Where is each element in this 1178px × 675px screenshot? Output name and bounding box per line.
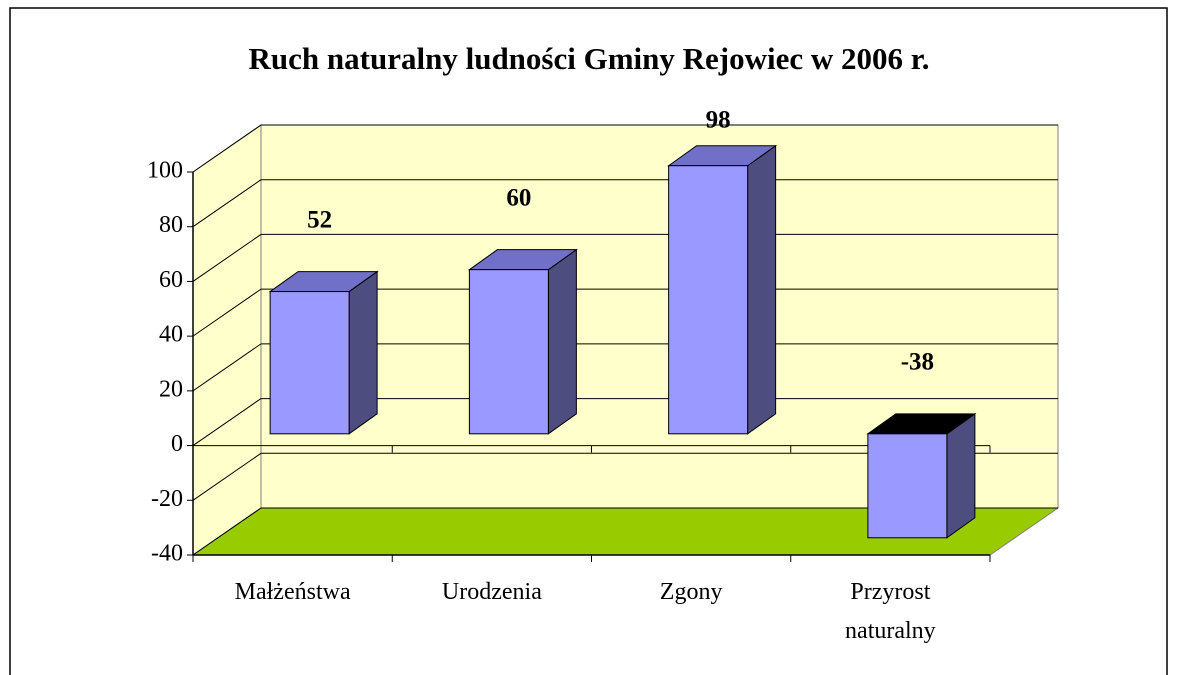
bar — [468, 269, 549, 435]
grid-line — [192, 124, 262, 173]
y-tick-label: 100 — [147, 158, 183, 184]
bar-side — [348, 270, 378, 435]
y-tick-label: 60 — [159, 267, 183, 293]
y-tick-label: 0 — [171, 431, 183, 457]
data-label: 52 — [307, 206, 332, 233]
x-tick-label: Urodzenia — [441, 579, 542, 605]
y-tick-label: -40 — [151, 541, 183, 567]
data-label: 60 — [506, 184, 531, 211]
x-tick-label: Zgony — [659, 579, 723, 605]
grid-line — [192, 398, 262, 446]
bar — [867, 433, 948, 539]
y-tick-label: 80 — [159, 212, 183, 238]
y-tick-label: -20 — [151, 486, 183, 512]
grid-line — [192, 179, 262, 228]
bar-side — [946, 412, 976, 539]
y-tick-label: 20 — [159, 376, 183, 402]
grid-line — [192, 452, 262, 501]
grid-line — [192, 507, 262, 556]
grid-line — [192, 234, 262, 282]
grid-line — [192, 343, 262, 392]
y-tick-label: 40 — [159, 322, 183, 348]
chart-title: Ruch naturalny ludności Gminy Rejowiec w… — [249, 41, 930, 76]
side-wall — [192, 124, 262, 556]
x-tick-label: Przyrost naturalny — [845, 579, 936, 644]
x-tick-label: Małżeństwa — [234, 579, 351, 605]
bar-side — [547, 248, 577, 435]
data-label: -38 — [901, 349, 934, 376]
data-label: 98 — [706, 107, 731, 134]
bar — [269, 291, 350, 435]
bar-side — [747, 144, 777, 435]
bar — [668, 165, 749, 435]
grid-line — [192, 288, 262, 337]
